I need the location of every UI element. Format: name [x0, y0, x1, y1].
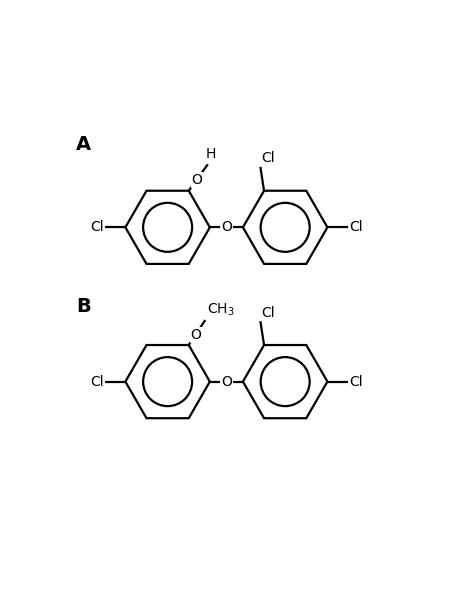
Text: B: B: [76, 297, 91, 316]
Text: Cl: Cl: [262, 305, 275, 320]
Text: Cl: Cl: [90, 220, 104, 234]
Text: O: O: [191, 173, 202, 186]
Text: Cl: Cl: [262, 152, 275, 165]
Text: O: O: [221, 375, 232, 388]
Text: O: O: [221, 220, 232, 234]
Text: H: H: [206, 147, 216, 162]
Text: Cl: Cl: [90, 375, 104, 388]
Text: A: A: [76, 136, 91, 155]
Text: Cl: Cl: [349, 375, 363, 388]
Text: O: O: [191, 328, 201, 342]
Text: Cl: Cl: [349, 220, 363, 234]
Text: CH$_3$: CH$_3$: [208, 301, 235, 318]
